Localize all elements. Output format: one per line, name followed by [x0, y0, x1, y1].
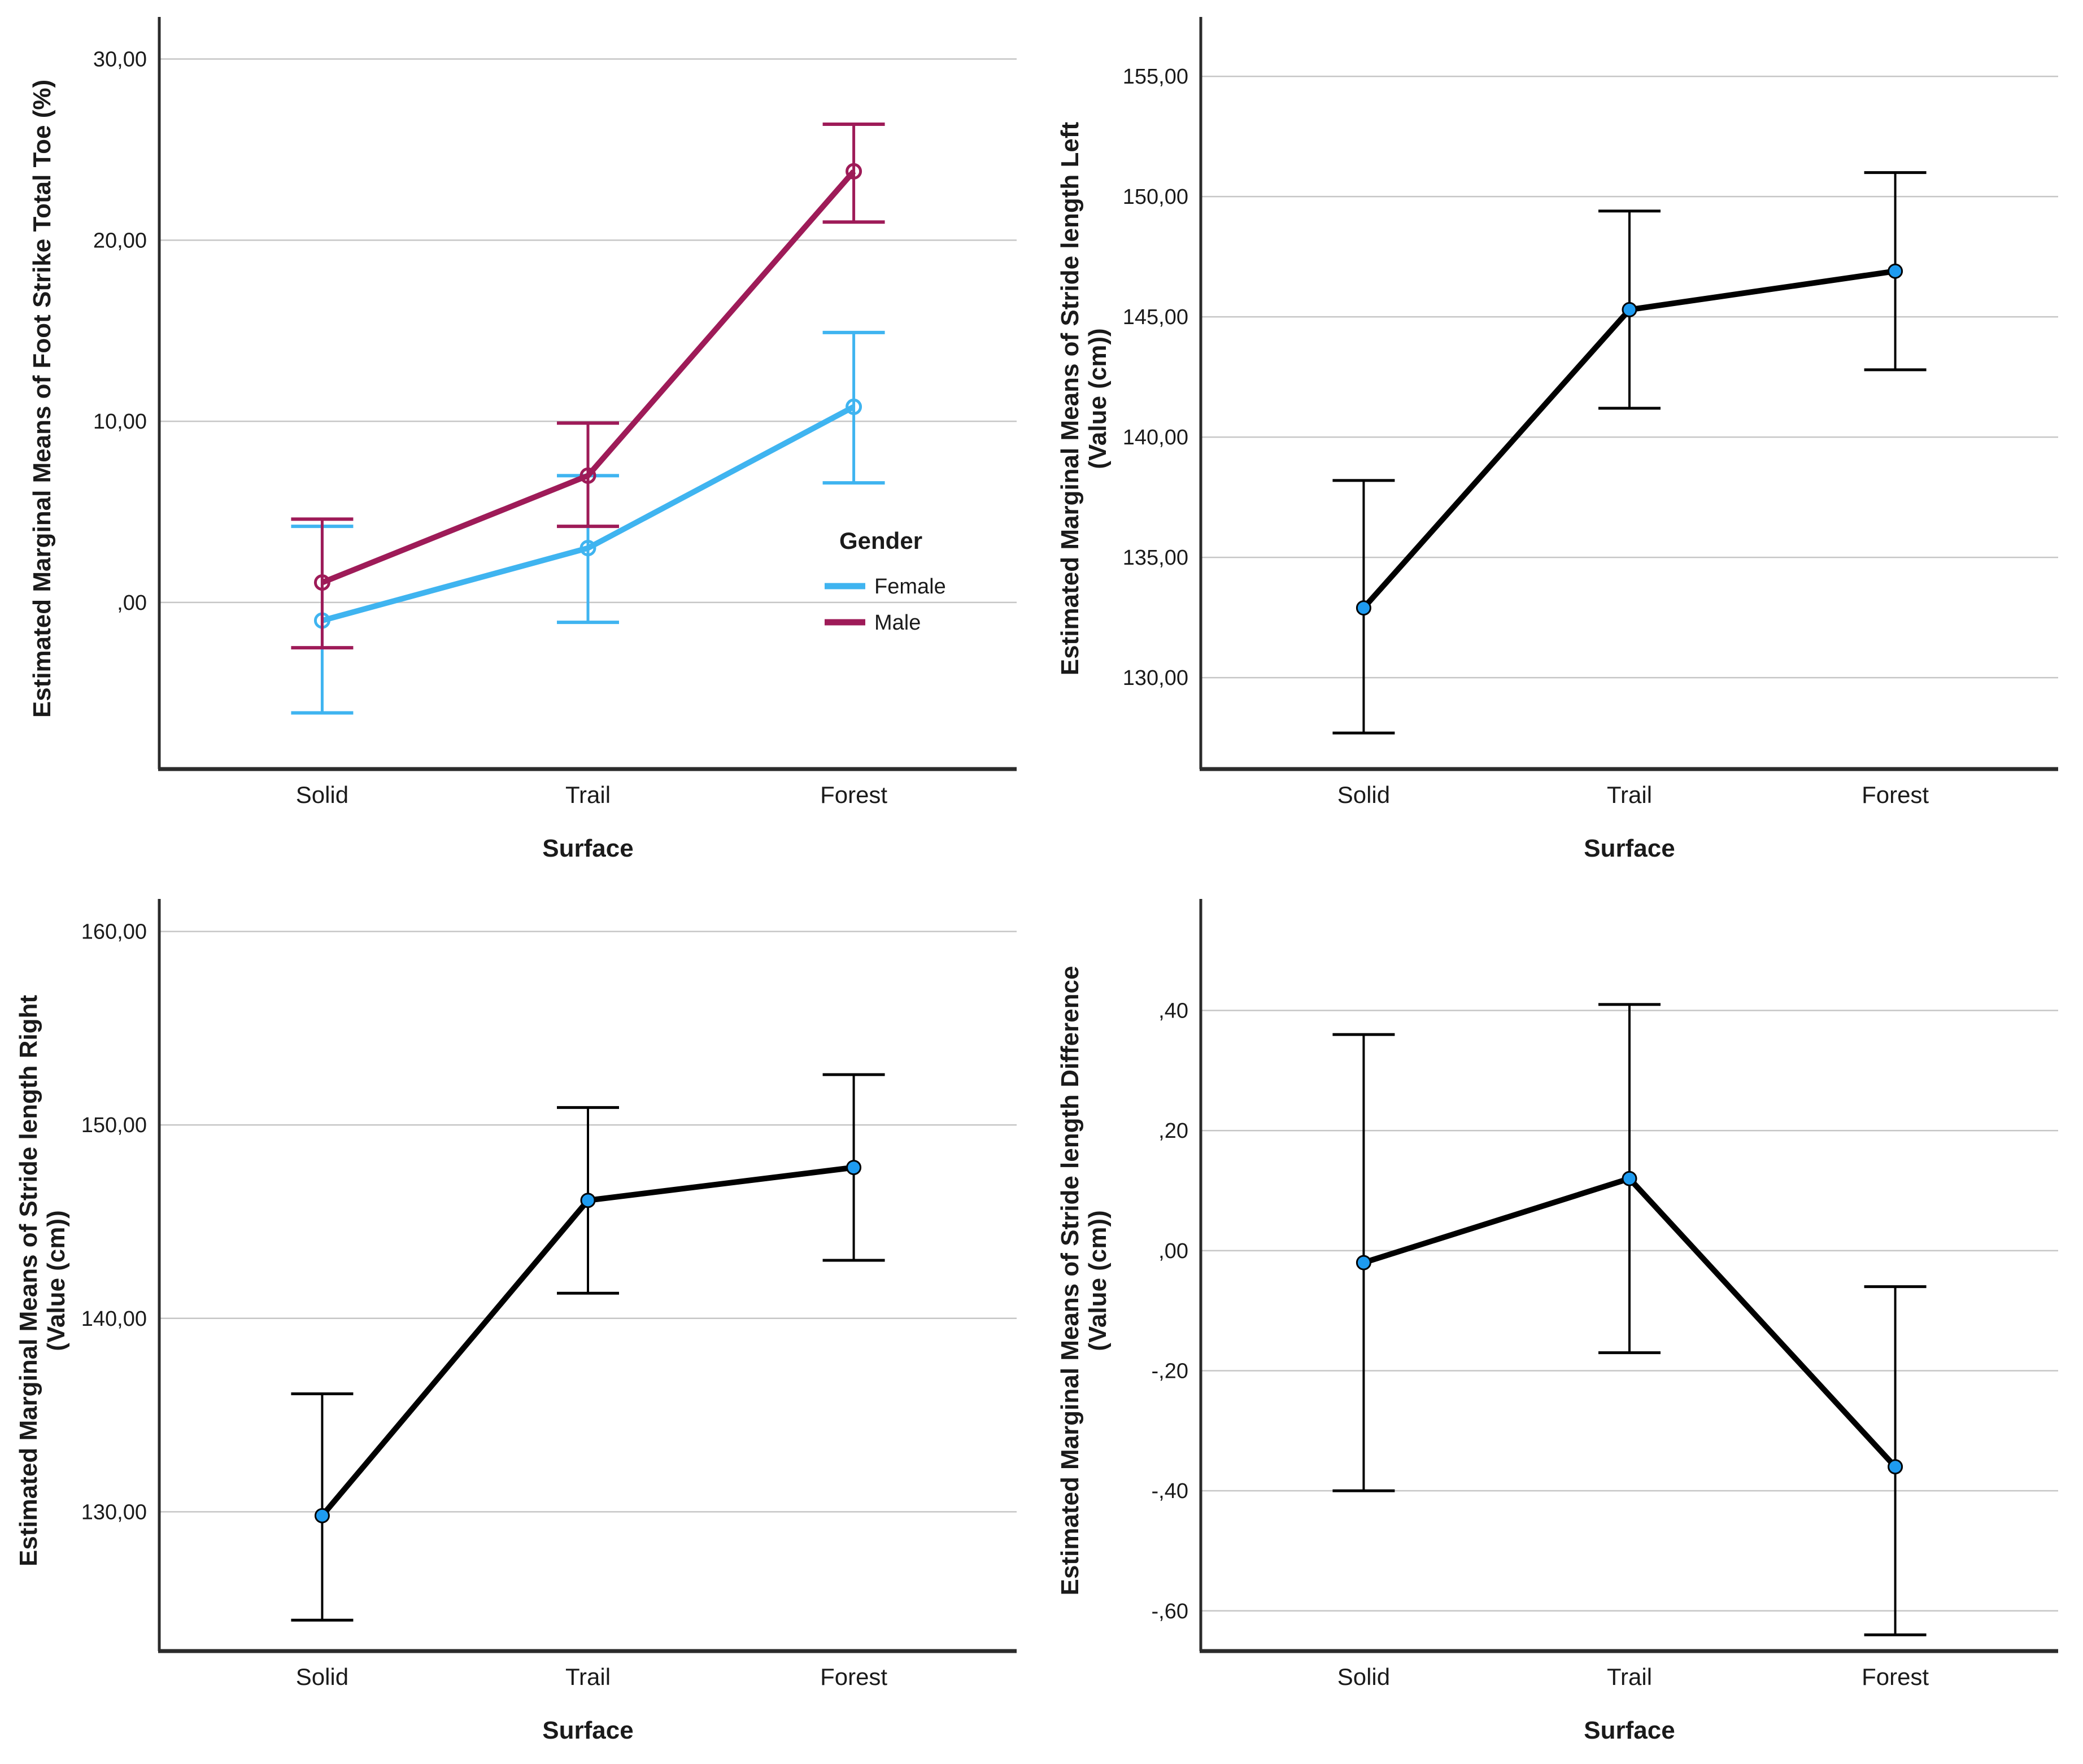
data-point-marker [1356, 600, 1371, 616]
data-point-marker [846, 1160, 862, 1176]
y-tick-label: 130,00 [81, 1500, 147, 1524]
x-axis-title: Surface [1584, 835, 1675, 862]
x-tick-label: Forest [820, 781, 887, 808]
x-tick-label: Trail [565, 781, 611, 808]
y-tick-label: 150,00 [81, 1114, 147, 1137]
y-tick-label: ,00 [117, 591, 147, 615]
data-point-marker [579, 540, 596, 557]
y-tick-label: 145,00 [1123, 305, 1188, 329]
data-point-marker [1356, 1255, 1371, 1270]
y-tick-label: 20,00 [93, 229, 147, 252]
y-tick-label: -,60 [1152, 1600, 1188, 1623]
y-tick-label: 10,00 [93, 410, 147, 434]
data-point-marker [314, 1508, 330, 1523]
data-point-marker [580, 1193, 596, 1208]
plot-area: 30,00 20,00 10,00 ,00 Solid Trail Forest Gender… [93, 17, 1017, 808]
x-axis-title: Surface [542, 1717, 634, 1744]
x-tick-label: Forest [1862, 781, 1929, 808]
y-tick-label: 150,00 [1123, 185, 1188, 209]
y-tick-label: ,00 [1158, 1239, 1188, 1263]
chart-stride-length-left: Estimated Marginal Means of Stride lengt… [1042, 0, 2083, 882]
y-tick-label: -,20 [1152, 1359, 1188, 1383]
data-point-marker [846, 398, 862, 415]
legend-label-male: Male [874, 611, 921, 635]
chart-foot-strike-total-toe: Estimated Marginal Means of Foot Strike … [0, 0, 1042, 882]
y-tick-label: 140,00 [81, 1307, 147, 1331]
x-tick-label: Forest [820, 1663, 887, 1690]
plot-area: ,40 ,20 ,00 -,20 -,40 -,60 Solid Trail Forest [1152, 899, 2058, 1690]
y-tick-label: ,40 [1158, 999, 1188, 1023]
x-tick-label: Solid [296, 1663, 348, 1690]
series-line-male [321, 169, 856, 586]
chart-stride-length-difference: Estimated Marginal Means of Stride lengt… [1042, 882, 2083, 1764]
plot-area: 160,00 150,00 140,00 130,00 Solid Trail Forest [81, 899, 1017, 1690]
data-point-marker [1888, 1459, 1903, 1475]
y-tick-label: 130,00 [1123, 666, 1188, 690]
y-tick-label: 30,00 [93, 48, 147, 72]
y-tick-label: -,40 [1152, 1479, 1188, 1503]
x-tick-label: Solid [1337, 781, 1390, 808]
x-tick-label: Trail [565, 1663, 611, 1690]
x-tick-label: Forest [1862, 1663, 1929, 1690]
x-tick-label: Trail [1607, 781, 1652, 808]
legend-title: Gender [839, 527, 922, 554]
plot-area: 155,00 150,00 145,00 140,00 135,00 130,00 Soli… [1123, 17, 2058, 808]
x-tick-label: Trail [1607, 1663, 1652, 1690]
data-point-marker [313, 574, 330, 591]
data-point-marker [1888, 263, 1903, 279]
chart-stride-length-right: Estimated Marginal Means of Stride lengt… [0, 882, 1042, 1764]
legend-label-female: Female [874, 575, 946, 599]
y-tick-label: 140,00 [1123, 426, 1188, 449]
x-tick-label: Solid [1337, 1663, 1390, 1690]
data-point-marker [1622, 302, 1637, 317]
data-point-marker [1622, 1171, 1637, 1186]
y-tick-label: 160,00 [81, 920, 147, 944]
series-line-female [321, 404, 855, 623]
data-point-marker [846, 163, 862, 180]
data-point-marker [579, 467, 596, 484]
x-tick-label: Solid [296, 781, 348, 808]
y-tick-label: 135,00 [1123, 546, 1188, 570]
x-axis-title: Surface [1584, 1717, 1675, 1744]
x-axis-title: Surface [542, 835, 634, 862]
y-tick-label: 155,00 [1123, 65, 1188, 89]
y-tick-label: ,20 [1158, 1119, 1188, 1143]
